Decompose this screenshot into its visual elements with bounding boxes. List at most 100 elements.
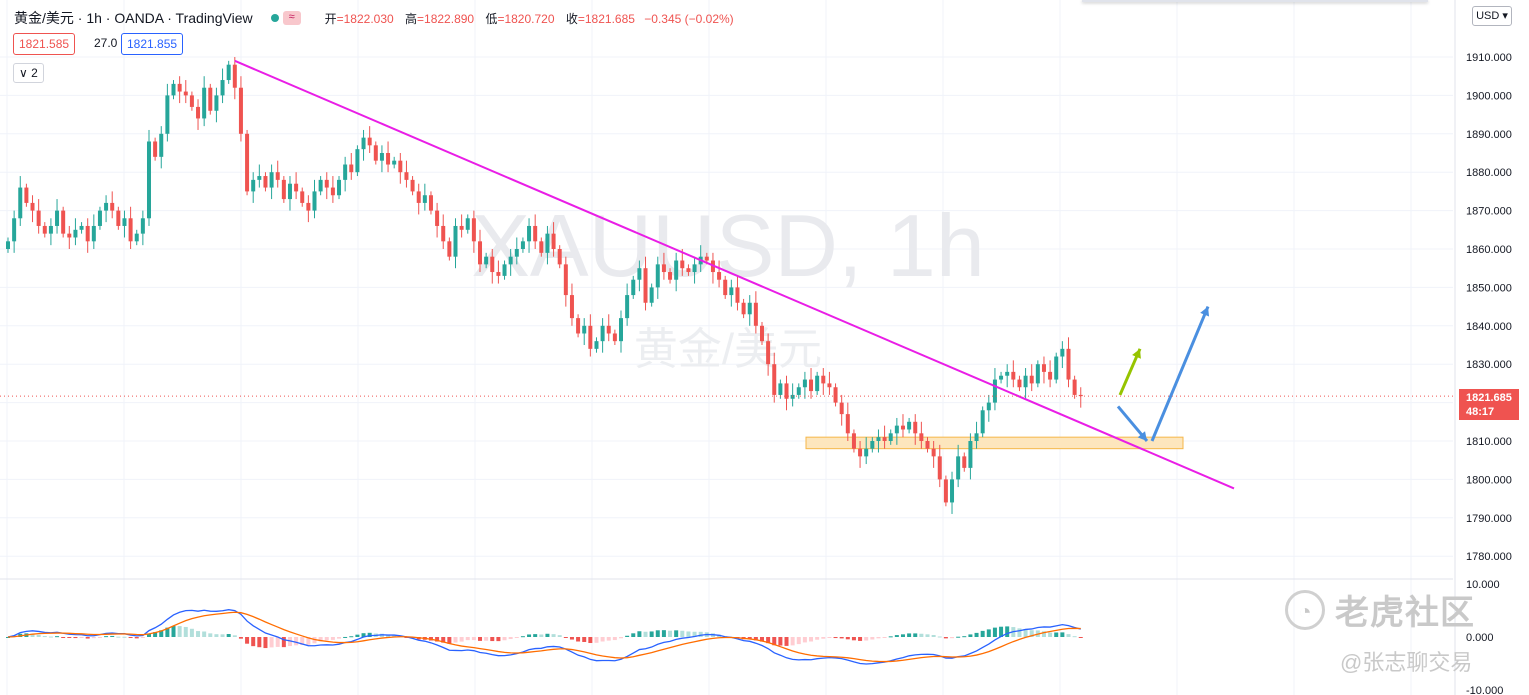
candle-body [398, 160, 403, 173]
candle-body [900, 425, 905, 430]
macd-histogram-bar [1041, 631, 1046, 637]
macd-histogram-bar [594, 637, 599, 643]
macd-histogram-bar [649, 631, 654, 637]
candle-body [1041, 364, 1046, 372]
macd-histogram-bar [257, 637, 262, 648]
macd-histogram-bar [275, 637, 280, 647]
change-value: −0.345 (−0.02%) [644, 11, 734, 26]
macd-histogram-bar [974, 632, 979, 637]
candle-body [1078, 394, 1083, 397]
chart-grid [0, 0, 1453, 695]
indicators-toggle[interactable]: ∨ 2 [13, 63, 44, 83]
candle-body [337, 179, 342, 196]
macd-histogram-bar [950, 637, 955, 639]
macd-histogram-bar [251, 637, 256, 647]
macd-histogram-bar [1029, 630, 1034, 637]
candle-body [355, 149, 360, 173]
candle-body [428, 195, 433, 211]
macd-histogram-bar [968, 634, 973, 637]
macd-histogram-bar [527, 634, 532, 637]
buy-price-button[interactable]: 1821.855 [121, 33, 184, 55]
header-legend: 黄金/美元 · 1h · OANDA · TradingView ≈ 开=182… [14, 8, 734, 28]
macd-histogram-bar [907, 633, 912, 637]
candle-body [968, 441, 973, 468]
candle-body [588, 325, 593, 349]
candle-body [514, 249, 519, 257]
macd-histogram-bar [937, 636, 942, 638]
candle-body [30, 202, 35, 211]
candle-body [747, 302, 752, 315]
candle-body [520, 241, 525, 249]
candle-body [232, 64, 237, 88]
macd-histogram-bar [6, 637, 10, 638]
candle-body [453, 225, 458, 257]
macd-histogram-bar [110, 635, 115, 637]
candle-body [496, 272, 501, 276]
symbol-watermark: XAUUSD, 1h [471, 196, 985, 295]
candle-body [815, 375, 820, 392]
candle-body [189, 95, 194, 107]
candle-body [802, 379, 807, 388]
macd-histogram-bar [1066, 634, 1071, 637]
macd-histogram-bar [471, 637, 476, 641]
candles [6, 57, 1083, 514]
candle-body [73, 229, 78, 238]
macd-histogram-bar [1023, 629, 1028, 637]
candle-body [48, 225, 53, 234]
candle-body [999, 375, 1004, 380]
macd-histogram-bar [894, 635, 899, 637]
macd-histogram-bar [349, 636, 354, 638]
candle-body [741, 302, 746, 315]
macd-histogram-bar [300, 637, 305, 646]
macd-histogram-bar [140, 637, 145, 638]
price-tick-label: 1790.000 [1466, 513, 1512, 525]
candle-body [287, 183, 292, 200]
macd-histogram-bar [612, 637, 617, 641]
candle-body [563, 264, 568, 296]
macd-histogram-bar [238, 637, 243, 639]
candle-body [373, 145, 378, 161]
macd-histogram-bar [478, 637, 483, 641]
macd-histogram-bar [514, 637, 519, 638]
macd-histogram-bar [698, 631, 703, 637]
candle-body [655, 264, 660, 288]
macd-histogram-bar [919, 633, 924, 637]
macd-histogram-bar [539, 634, 544, 637]
candle-body [416, 191, 421, 203]
macd-histogram-bar [833, 637, 838, 639]
macd-histogram-bar [73, 637, 78, 639]
macd-histogram-bar [606, 637, 611, 641]
candle-body [18, 187, 23, 219]
wave-icon[interactable]: ≈ [282, 11, 301, 25]
macd-histogram-bar [625, 635, 630, 637]
candle-body [723, 279, 728, 296]
macd-histogram-bar [992, 627, 997, 637]
macd-histogram-bar [931, 635, 936, 637]
candle-body [772, 364, 777, 395]
candle-body [300, 191, 305, 203]
candle-body [367, 137, 372, 146]
high-label: 高 [405, 11, 418, 26]
macd-histogram-bar [821, 637, 826, 639]
price-tick-label: 1900.000 [1466, 90, 1512, 102]
macd-histogram-bar [337, 637, 342, 639]
candle-body [686, 268, 691, 273]
macd-histogram-bar [827, 637, 832, 638]
macd-histogram-bar [318, 637, 323, 642]
candle-body [888, 433, 893, 441]
candle-body [600, 325, 605, 342]
last-price: 1821.685 [1466, 392, 1512, 404]
candle-body [171, 83, 176, 96]
macd-histogram-bar [159, 630, 164, 637]
candle-body [858, 448, 863, 457]
sell-price-button[interactable]: 1821.585 [13, 33, 76, 55]
symbol-title[interactable]: 黄金/美元 · 1h · OANDA · TradingView [14, 10, 253, 26]
candle-body [422, 195, 427, 203]
candle-body [1066, 348, 1071, 380]
macd-histogram-bar [845, 637, 850, 640]
currency-button[interactable]: USD ▾ [1472, 6, 1512, 26]
macd-tick-label: -10.000 [1466, 685, 1503, 695]
price-tick-label: 1910.000 [1466, 52, 1512, 64]
arrow-head [1132, 348, 1141, 359]
